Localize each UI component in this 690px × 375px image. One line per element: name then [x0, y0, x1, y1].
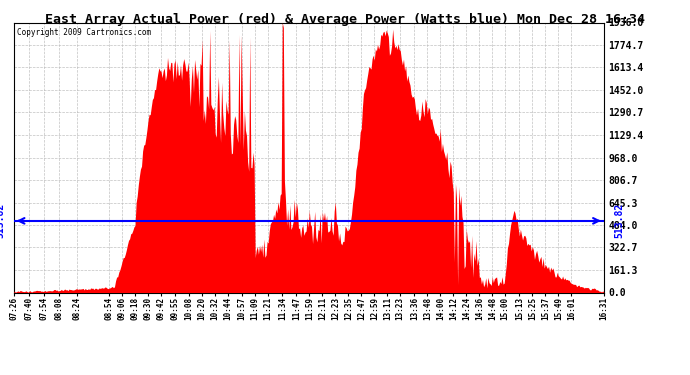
- Text: Copyright 2009 Cartronics.com: Copyright 2009 Cartronics.com: [17, 28, 151, 37]
- Text: 513.82: 513.82: [0, 203, 5, 238]
- Text: 513.82: 513.82: [615, 203, 624, 238]
- Text: East Array Actual Power (red) & Average Power (Watts blue) Mon Dec 28 16:34: East Array Actual Power (red) & Average …: [45, 13, 645, 26]
